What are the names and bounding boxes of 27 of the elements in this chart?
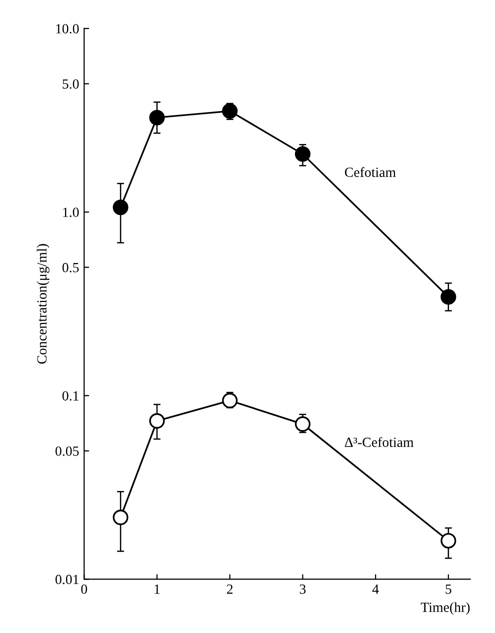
- y-tick-label: 0.05: [56, 446, 79, 456]
- point: [112, 200, 128, 216]
- y-tick-label: 5.0: [62, 79, 79, 89]
- point: [149, 110, 165, 126]
- x-tick-label: 5: [446, 584, 452, 594]
- x-tick-label: 3: [300, 584, 306, 594]
- x-tick-label: 2: [226, 584, 233, 594]
- point: [149, 413, 165, 429]
- y-axis-title: Concentration(μg/ml): [36, 244, 50, 364]
- point: [294, 416, 310, 432]
- point: [222, 103, 238, 119]
- point: [440, 532, 456, 549]
- x-axis-title: Time(hr): [420, 602, 470, 615]
- series-label: Cefotiam: [344, 167, 396, 177]
- y-tick-label: 1.0: [63, 208, 79, 218]
- y-tick-label: 10.0: [56, 24, 79, 34]
- series-label: Δ³-Cefotiam: [344, 437, 414, 447]
- point: [440, 289, 456, 305]
- x-tick-label: 0: [81, 584, 88, 594]
- point: [294, 146, 310, 162]
- y-tick-label: 0.01: [56, 574, 78, 584]
- point: [222, 392, 238, 408]
- y-tick-label: 0.1: [62, 391, 78, 401]
- point: [112, 510, 128, 526]
- x-tick-label: 1: [154, 584, 160, 594]
- x-tick-label: 4: [372, 584, 379, 594]
- y-tick-label: 0.5: [62, 262, 79, 272]
